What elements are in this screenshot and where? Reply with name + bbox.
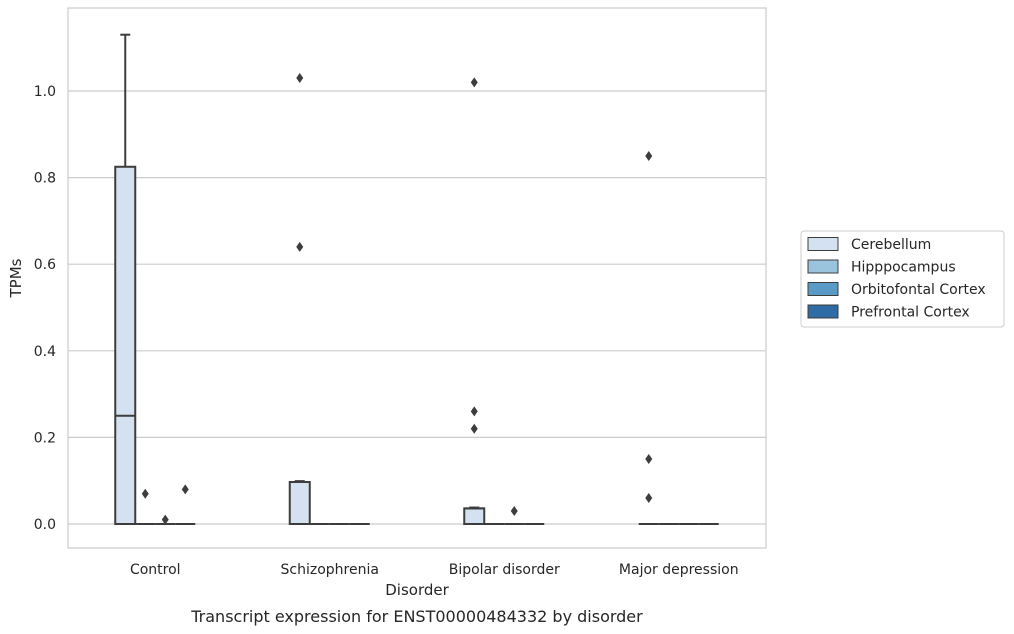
legend-label: Orbitofontal Cortex <box>851 282 986 298</box>
y-tick-label: 0.4 <box>34 344 56 360</box>
outlier-point <box>181 484 189 495</box>
y-tick-label: 0.2 <box>34 430 56 446</box>
y-tick-label: 0.6 <box>34 257 56 273</box>
x-tick-labels: Control Schizophrenia Bipolar disorder Majo… <box>130 562 739 578</box>
legend-swatch <box>807 282 839 296</box>
box-group <box>463 77 486 525</box>
legend-swatch <box>807 237 839 251</box>
x-tick-label: Schizophrenia <box>281 562 379 578</box>
outlier-point <box>161 514 169 525</box>
x-tick-label: Bipolar disorder <box>449 562 560 578</box>
legend-label: Prefrontal Cortex <box>851 305 970 321</box>
y-tick-labels: 0.0 0.2 0.4 0.6 0.8 1.0 <box>34 84 56 533</box>
box-group <box>504 506 525 525</box>
plot-area <box>67 7 767 549</box>
outlier-point <box>470 77 478 88</box>
y-tick-label: 0.0 <box>34 517 56 533</box>
box-group <box>114 33 137 525</box>
box-group <box>288 73 311 525</box>
outlier-point <box>470 423 478 434</box>
box-group <box>155 514 176 525</box>
x-tick-label: Major depression <box>619 562 739 578</box>
box-group <box>638 150 659 525</box>
box-group <box>175 484 196 525</box>
legend-frame <box>800 230 1005 328</box>
legend-label: Cerebellum <box>851 237 931 253</box>
legend-label: Hipppocampus <box>851 260 956 276</box>
outlier-point <box>470 406 478 417</box>
x-tick-label: Control <box>130 562 181 578</box>
y-axis-title: TPMs <box>7 258 25 298</box>
box <box>288 480 311 525</box>
outlier-point <box>141 488 149 499</box>
box <box>114 165 137 525</box>
box <box>463 507 486 525</box>
legend: Cerebellum Hipppocampus Orbitofontal Corte… <box>800 230 1005 328</box>
x-axis-title: Disorder <box>385 581 449 599</box>
legend-swatch <box>807 259 839 274</box>
outlier-point <box>645 150 653 161</box>
outlier-point <box>645 454 653 465</box>
box-group <box>135 488 156 525</box>
chart-caption: Transcript expression for ENST0000048433… <box>190 607 643 626</box>
outlier-point <box>510 506 518 517</box>
boxes <box>114 33 719 525</box>
outlier-point <box>296 241 304 252</box>
y-tick-label: 0.8 <box>34 171 56 187</box>
legend-swatch <box>807 304 839 319</box>
outlier-point <box>296 73 304 84</box>
y-tick-label: 1.0 <box>34 84 56 100</box>
outlier-point <box>645 493 653 504</box>
